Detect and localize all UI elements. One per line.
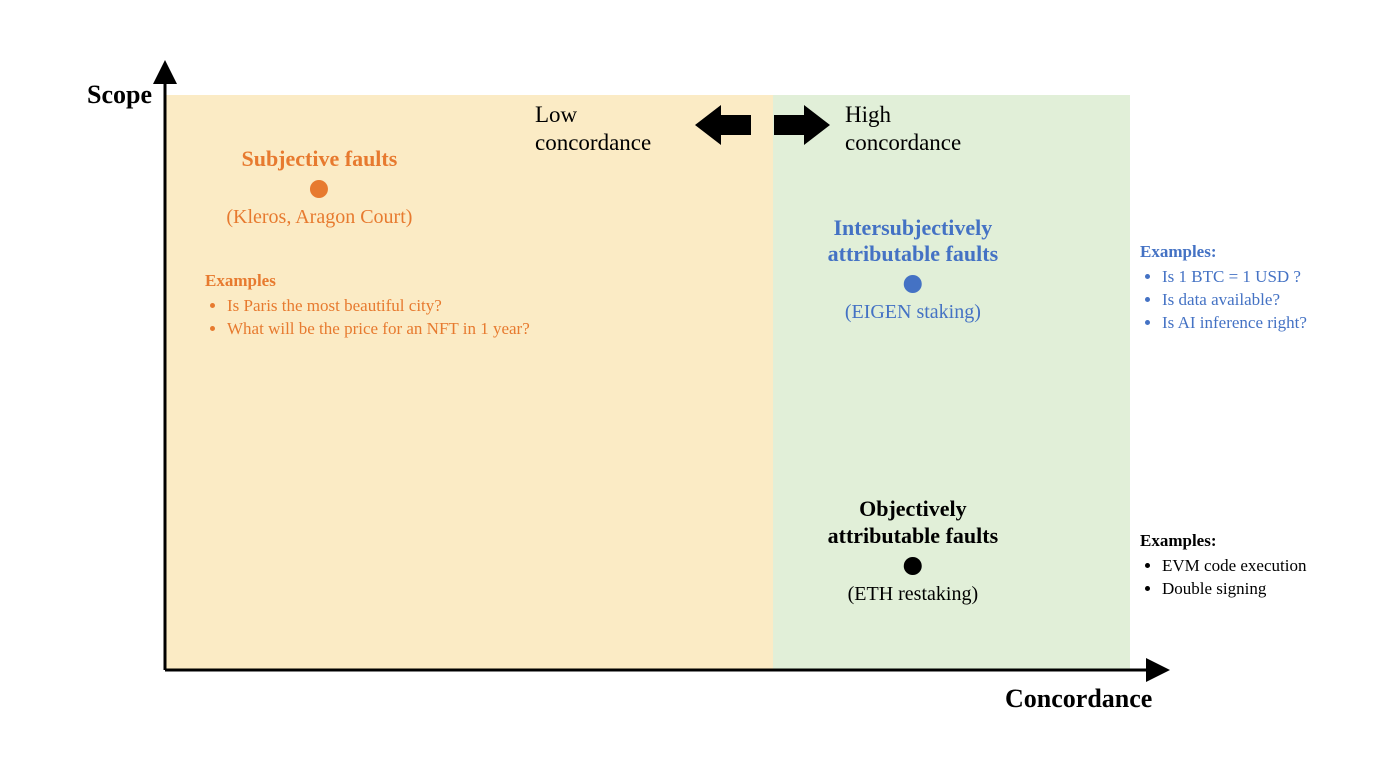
examples-objective-header: Examples: <box>1140 530 1370 553</box>
examples-intersubjective-list: Is 1 BTC = 1 USD ? Is data available? Is… <box>1140 266 1370 335</box>
list-item: EVM code execution <box>1162 555 1370 578</box>
axes-svg <box>0 0 1386 768</box>
examples-objective-list: EVM code execution Double signing <box>1140 555 1370 601</box>
list-item: Is AI inference right? <box>1162 312 1370 335</box>
examples-intersubjective: Examples: Is 1 BTC = 1 USD ? Is data ava… <box>1140 241 1370 335</box>
list-item: Is data available? <box>1162 289 1370 312</box>
list-item: Is 1 BTC = 1 USD ? <box>1162 266 1370 289</box>
examples-objective: Examples: EVM code execution Double sign… <box>1140 530 1370 601</box>
list-item: Double signing <box>1162 578 1370 601</box>
examples-intersubjective-header: Examples: <box>1140 241 1370 264</box>
